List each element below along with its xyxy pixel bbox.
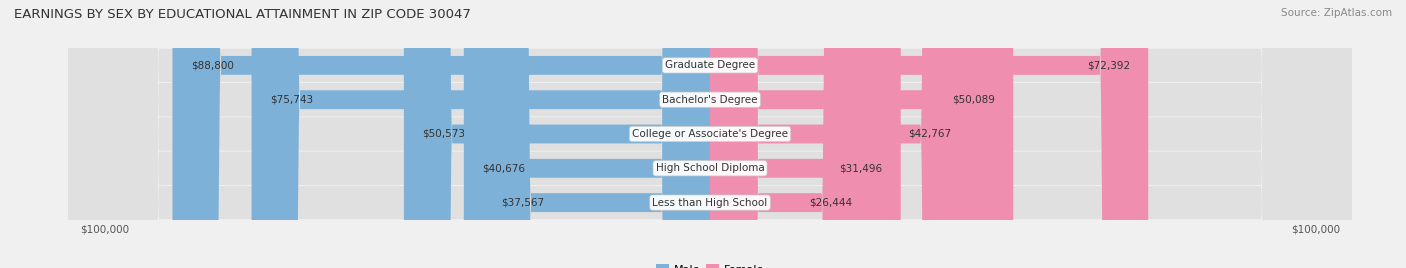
FancyBboxPatch shape bbox=[252, 0, 710, 268]
FancyBboxPatch shape bbox=[173, 0, 710, 268]
Text: High School Diploma: High School Diploma bbox=[655, 163, 765, 173]
Text: $37,567: $37,567 bbox=[501, 198, 544, 208]
FancyBboxPatch shape bbox=[69, 0, 1351, 268]
FancyBboxPatch shape bbox=[710, 0, 1014, 268]
Text: $75,743: $75,743 bbox=[270, 95, 312, 105]
FancyBboxPatch shape bbox=[710, 0, 969, 268]
Text: $40,676: $40,676 bbox=[482, 163, 524, 173]
FancyBboxPatch shape bbox=[69, 0, 1351, 268]
Text: $50,089: $50,089 bbox=[952, 95, 995, 105]
Text: $31,496: $31,496 bbox=[839, 163, 883, 173]
Text: College or Associate's Degree: College or Associate's Degree bbox=[633, 129, 787, 139]
Text: Less than High School: Less than High School bbox=[652, 198, 768, 208]
Text: $26,444: $26,444 bbox=[808, 198, 852, 208]
Text: EARNINGS BY SEX BY EDUCATIONAL ATTAINMENT IN ZIP CODE 30047: EARNINGS BY SEX BY EDUCATIONAL ATTAINMEN… bbox=[14, 8, 471, 21]
Text: Graduate Degree: Graduate Degree bbox=[665, 60, 755, 70]
FancyBboxPatch shape bbox=[710, 0, 1149, 268]
Text: $88,800: $88,800 bbox=[191, 60, 233, 70]
FancyBboxPatch shape bbox=[710, 0, 870, 268]
Text: Source: ZipAtlas.com: Source: ZipAtlas.com bbox=[1281, 8, 1392, 18]
Legend: Male, Female: Male, Female bbox=[651, 260, 769, 268]
Text: Bachelor's Degree: Bachelor's Degree bbox=[662, 95, 758, 105]
Text: $42,767: $42,767 bbox=[908, 129, 950, 139]
FancyBboxPatch shape bbox=[710, 0, 901, 268]
FancyBboxPatch shape bbox=[69, 0, 1351, 268]
FancyBboxPatch shape bbox=[464, 0, 710, 268]
Text: $50,573: $50,573 bbox=[422, 129, 465, 139]
FancyBboxPatch shape bbox=[404, 0, 710, 268]
FancyBboxPatch shape bbox=[69, 0, 1351, 268]
FancyBboxPatch shape bbox=[69, 0, 1351, 268]
Text: $72,392: $72,392 bbox=[1087, 60, 1130, 70]
FancyBboxPatch shape bbox=[482, 0, 710, 268]
